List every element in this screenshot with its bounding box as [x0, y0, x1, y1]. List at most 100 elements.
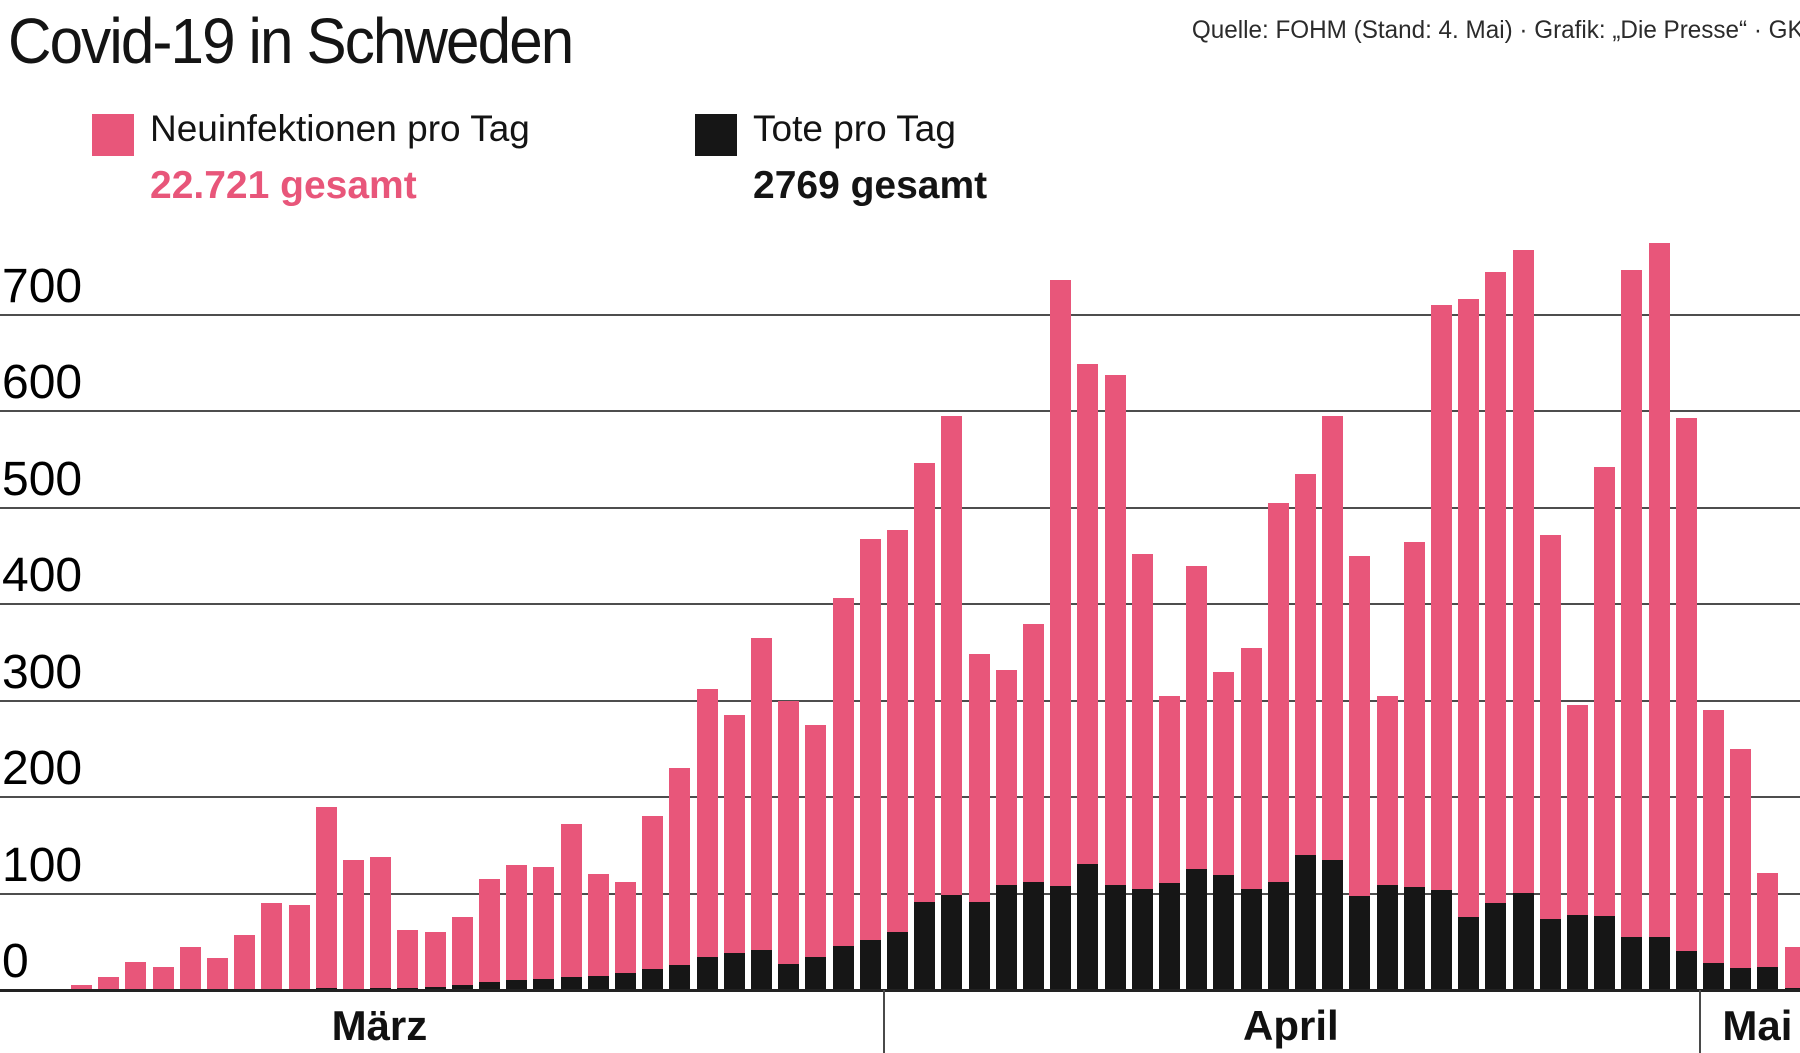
bar-deaths [642, 968, 664, 990]
bar-infections [805, 724, 827, 990]
bar-deaths [1077, 863, 1099, 990]
bar-deaths [615, 972, 636, 990]
month-label-april: April [1243, 1002, 1339, 1049]
y-tick-label-700: 700 [2, 260, 83, 313]
bar-infections [479, 879, 500, 990]
bar-deaths [506, 980, 528, 990]
source-credit: Quelle: FOHM (Stand: 4. Mai) · Grafik: „… [1192, 16, 1800, 44]
bar-deaths [1267, 882, 1289, 990]
bar-deaths [1322, 859, 1344, 990]
bar-infections [1648, 242, 1670, 990]
x-axis-baseline [0, 989, 1800, 992]
bar-infections [587, 874, 609, 990]
bar-infections [615, 882, 636, 990]
bar-infections [343, 859, 364, 990]
bar-deaths [1757, 966, 1779, 990]
bar-infections [1403, 541, 1425, 990]
bar-deaths [968, 902, 990, 990]
y-tick-label-600: 600 [2, 356, 83, 410]
bar-infections [288, 905, 310, 990]
bar-deaths [723, 953, 745, 990]
y-tick-label-100: 100 [2, 838, 83, 892]
bar-infections [832, 597, 854, 990]
gridline-600 [0, 410, 1800, 413]
bar-deaths [533, 979, 555, 990]
bar-infections [1485, 271, 1507, 990]
bar-infections [1322, 416, 1344, 990]
bar-infections [751, 638, 772, 990]
bar-deaths [1240, 888, 1262, 990]
bar-infections [1131, 554, 1153, 990]
bar-infections [261, 903, 283, 990]
bar-infections [560, 824, 582, 990]
bar-infections [1349, 556, 1371, 990]
month-label-mai: Mai [1722, 1002, 1793, 1049]
y-tick-label-500: 500 [2, 452, 83, 506]
bar-infections [1757, 873, 1779, 990]
bar-infections [1621, 269, 1643, 990]
bar-infections [506, 864, 528, 990]
bar-infections [125, 962, 147, 990]
bar-infections [1050, 280, 1072, 990]
bar-infections [179, 946, 201, 990]
month-divider [882, 990, 885, 1053]
bar-infections [1703, 710, 1724, 990]
bar-deaths [1567, 914, 1588, 990]
bar-deaths [1431, 889, 1452, 990]
bar-infections [887, 530, 908, 990]
bar-infections [1784, 946, 1800, 990]
bar-infections [1458, 298, 1480, 990]
y-tick-label-300: 300 [2, 645, 83, 699]
bar-infections [98, 977, 120, 990]
y-tick-label-0: 0 [2, 935, 29, 988]
y-tick-label-400: 400 [2, 549, 83, 603]
bar-infections [1431, 305, 1452, 990]
bar-infections [1730, 748, 1752, 990]
bar-infections [1675, 418, 1697, 990]
bar-infections [859, 538, 881, 990]
bar-infections [914, 462, 936, 990]
bar-deaths [451, 985, 473, 990]
bar-deaths [1213, 875, 1235, 990]
bar-deaths [1023, 882, 1044, 990]
legend-infections-label: Neuinfektionen pro Tag [150, 108, 530, 149]
bar-deaths [1050, 885, 1072, 990]
bar-deaths [1648, 936, 1670, 990]
bar-deaths [859, 939, 881, 990]
legend-deaths-total: 2769 gesamt [753, 164, 988, 207]
bar-deaths [1376, 884, 1398, 990]
bar-deaths [1512, 892, 1534, 990]
bar-deaths [887, 932, 908, 990]
bar-deaths [832, 945, 854, 990]
bar-deaths [1675, 951, 1697, 990]
bar-deaths [1349, 896, 1371, 990]
gridline-500 [0, 506, 1800, 509]
bar-infections [533, 866, 555, 990]
bar-deaths [424, 987, 446, 990]
bar-deaths [1104, 884, 1126, 990]
bar-deaths [1295, 855, 1316, 990]
bar-infections [451, 916, 473, 990]
bar-deaths [805, 957, 827, 990]
bar-infections [1077, 364, 1099, 990]
bar-infections [397, 930, 419, 990]
bar-infections [1512, 250, 1534, 990]
bar-infections [642, 816, 664, 990]
bar-deaths [1594, 915, 1616, 990]
bar-infections [424, 932, 446, 990]
bar-deaths [751, 950, 772, 990]
bar-deaths [1539, 918, 1561, 990]
page-title: Covid-19 in Schweden [8, 5, 574, 77]
bar-deaths [995, 884, 1017, 990]
bar-deaths [696, 957, 718, 990]
bar-deaths [669, 964, 691, 990]
bar-deaths [587, 975, 609, 990]
bar-deaths [1186, 868, 1208, 990]
bar-deaths [1621, 936, 1643, 990]
bar-infections [723, 715, 745, 990]
legend-deaths-label: Tote pro Tag [753, 108, 956, 149]
bar-deaths [1131, 888, 1153, 990]
month-label-märz: März [331, 1002, 428, 1049]
bar-deaths [914, 902, 936, 990]
